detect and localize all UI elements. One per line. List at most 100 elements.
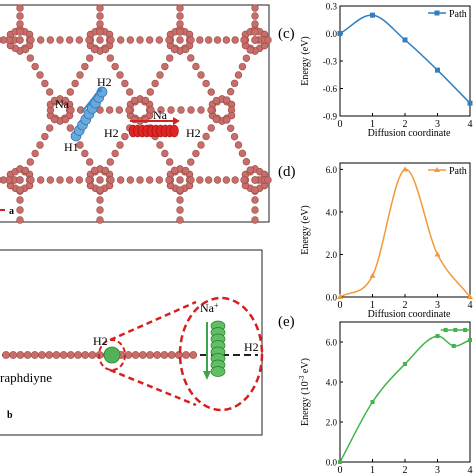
carbon-atom bbox=[16, 20, 24, 28]
carbon-atom bbox=[251, 12, 259, 20]
carbon-atom bbox=[16, 12, 24, 20]
plot-frame bbox=[339, 5, 471, 117]
carbon-atom bbox=[36, 176, 45, 184]
series-line-path bbox=[339, 168, 471, 298]
carbon-atom bbox=[196, 176, 204, 184]
carbon-atom bbox=[16, 196, 24, 204]
carbon-atom bbox=[76, 71, 84, 79]
carbon-atom bbox=[21, 166, 30, 175]
carbon-atom bbox=[85, 36, 93, 44]
carbon-atom bbox=[197, 71, 205, 79]
label-na: Na bbox=[55, 97, 70, 111]
carbon-atom bbox=[121, 79, 129, 88]
carbon-atom bbox=[85, 158, 94, 166]
carbon-atom bbox=[161, 149, 169, 158]
carbon-atom bbox=[16, 28, 24, 36]
chart-c: 0 1 2 3 4 0.3 0.0 -0.3 -0.6 -0.9 Diffusion coordin… bbox=[300, 2, 473, 139]
carbon-atom bbox=[23, 351, 32, 359]
carbon-atom bbox=[230, 79, 239, 88]
carbon-atom bbox=[146, 351, 154, 359]
carbon-atom bbox=[2, 351, 10, 359]
carbon-atom bbox=[155, 176, 164, 184]
x-tick-label: 4 bbox=[468, 465, 473, 474]
carbon-atom bbox=[121, 132, 129, 141]
carbon-atom bbox=[26, 158, 35, 166]
carbon-atom bbox=[66, 351, 75, 359]
chart-d: 0 1 2 3 4 6.0 4.0 2.0 0.0 Diffusion coordinate Ene… bbox=[300, 162, 473, 320]
carbon-atom bbox=[61, 115, 70, 124]
carbon-atom bbox=[74, 351, 82, 359]
carbon-atom bbox=[16, 4, 24, 12]
carbon-atom bbox=[111, 149, 119, 158]
carbon-atom bbox=[207, 106, 215, 114]
carbon-atom bbox=[238, 149, 247, 158]
carbon-atom bbox=[16, 176, 24, 184]
carbon-atom bbox=[16, 206, 24, 214]
carbon-atom bbox=[145, 36, 154, 44]
label-h2-center-left: H2 bbox=[104, 126, 119, 140]
data-point bbox=[403, 362, 407, 366]
y-tick-label: 2.0 bbox=[326, 250, 338, 260]
carbon-atom bbox=[264, 36, 272, 44]
zoom-line-bottom bbox=[109, 368, 197, 407]
label-h2-left: H2 bbox=[93, 334, 108, 348]
carbon-atom bbox=[251, 4, 259, 12]
carbon-atom bbox=[126, 176, 135, 184]
data-point bbox=[370, 12, 375, 18]
carbon-atom bbox=[50, 115, 59, 124]
carbon-atom bbox=[242, 54, 251, 62]
y-axis-label: Energy (10-3 eV) bbox=[298, 358, 311, 426]
carbon-atom bbox=[30, 351, 39, 359]
zoom-line-top bbox=[109, 300, 197, 342]
carbon-atom bbox=[136, 176, 144, 184]
carbon-atom bbox=[207, 124, 215, 132]
carbon-atom bbox=[96, 20, 104, 28]
carbon-atom bbox=[59, 351, 68, 359]
carbon-atom bbox=[222, 116, 231, 124]
panel-label-e: (e) bbox=[278, 314, 295, 330]
sodium-atom bbox=[103, 346, 121, 364]
data-point bbox=[468, 338, 472, 342]
carbon-atom bbox=[36, 141, 44, 149]
carbon-atom bbox=[96, 12, 104, 20]
carbon-atom bbox=[107, 36, 115, 44]
carbon-atom bbox=[52, 351, 61, 359]
carbon-atom bbox=[251, 206, 259, 214]
carbon-atom bbox=[81, 351, 90, 359]
carbon-atom bbox=[41, 132, 49, 141]
carbon-atom bbox=[222, 96, 231, 104]
carbon-atom bbox=[251, 216, 259, 224]
x-axis-label: Diffusion coordinate bbox=[368, 309, 451, 320]
data-point bbox=[402, 166, 408, 172]
data-point bbox=[337, 294, 343, 299]
carbon-atom bbox=[187, 158, 195, 166]
carbon-atom bbox=[96, 216, 104, 224]
carbon-atom bbox=[130, 96, 139, 105]
sodium-vertical-path bbox=[210, 320, 226, 377]
carbon-atom bbox=[38, 351, 46, 359]
data-point bbox=[337, 31, 343, 36]
x-tick-label: 0 bbox=[338, 465, 343, 474]
carbon-atom bbox=[161, 62, 169, 71]
data-point bbox=[434, 251, 441, 257]
carbon-atom bbox=[181, 45, 190, 54]
carbon-atom bbox=[165, 158, 174, 166]
carbon-atom bbox=[125, 88, 134, 96]
carbon-atom bbox=[246, 166, 255, 174]
carbon-atom bbox=[204, 36, 213, 44]
carbon-atom bbox=[240, 176, 248, 184]
sodium-atom bbox=[210, 366, 226, 377]
carbon-atom bbox=[66, 88, 75, 96]
carbon-atom bbox=[230, 132, 239, 141]
y-tick-label: 2.0 bbox=[326, 418, 338, 428]
x-tick-label: 3 bbox=[435, 300, 440, 311]
carbon-atom bbox=[192, 62, 200, 71]
x-tick-label: 4 bbox=[468, 119, 473, 130]
graphdiyne-chain bbox=[2, 346, 198, 364]
label-na-center: Na bbox=[153, 108, 168, 122]
carbon-atom bbox=[56, 176, 64, 184]
x-tick-label: 2 bbox=[403, 119, 408, 130]
carbon-atom bbox=[96, 176, 104, 184]
carbon-atom bbox=[157, 106, 165, 114]
carbon-atom bbox=[66, 124, 75, 132]
